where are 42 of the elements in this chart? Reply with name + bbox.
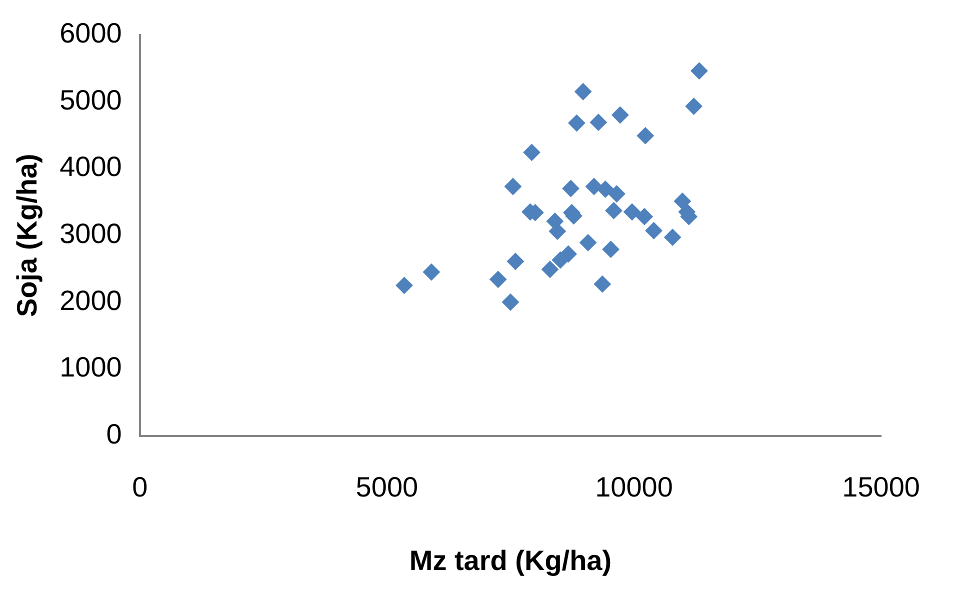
point xyxy=(605,202,622,220)
y-tick-label: 4000 xyxy=(60,151,122,182)
point xyxy=(594,276,611,293)
x-tick-label: 0 xyxy=(132,471,148,502)
point xyxy=(664,228,682,246)
point xyxy=(542,260,559,278)
point xyxy=(636,208,653,226)
point xyxy=(590,114,607,131)
y-tick-label: 2000 xyxy=(60,284,122,316)
x-axis-title: Mz tard (Kg/ha) xyxy=(409,544,612,576)
point xyxy=(490,270,507,288)
point xyxy=(596,180,614,198)
point xyxy=(580,234,597,252)
point xyxy=(422,264,440,281)
point xyxy=(523,144,540,161)
y-axis-title: Soja (Kg/ha) xyxy=(12,154,43,317)
y-tick-label: 6000 xyxy=(60,18,122,49)
point xyxy=(645,222,662,240)
x-tick-label: 10000 xyxy=(595,471,673,502)
x-tick-label: 15000 xyxy=(842,471,920,502)
point xyxy=(502,294,519,311)
point xyxy=(585,178,602,196)
y-tick-label: 3000 xyxy=(60,218,122,250)
point xyxy=(562,180,580,198)
point xyxy=(504,178,522,196)
x-tick-label: 5000 xyxy=(356,471,418,502)
point xyxy=(574,83,592,100)
point xyxy=(560,246,577,263)
point xyxy=(624,203,641,220)
point xyxy=(506,252,524,270)
point xyxy=(568,114,586,132)
point xyxy=(602,240,620,258)
y-tick-label: 1000 xyxy=(60,352,122,383)
point xyxy=(396,276,413,294)
y-tick-label: 0 xyxy=(106,418,122,450)
point xyxy=(690,62,708,80)
point xyxy=(636,127,654,144)
point xyxy=(674,192,691,210)
point xyxy=(612,106,629,124)
y-tick-label: 5000 xyxy=(60,84,122,116)
point xyxy=(685,98,702,115)
point xyxy=(608,185,626,202)
